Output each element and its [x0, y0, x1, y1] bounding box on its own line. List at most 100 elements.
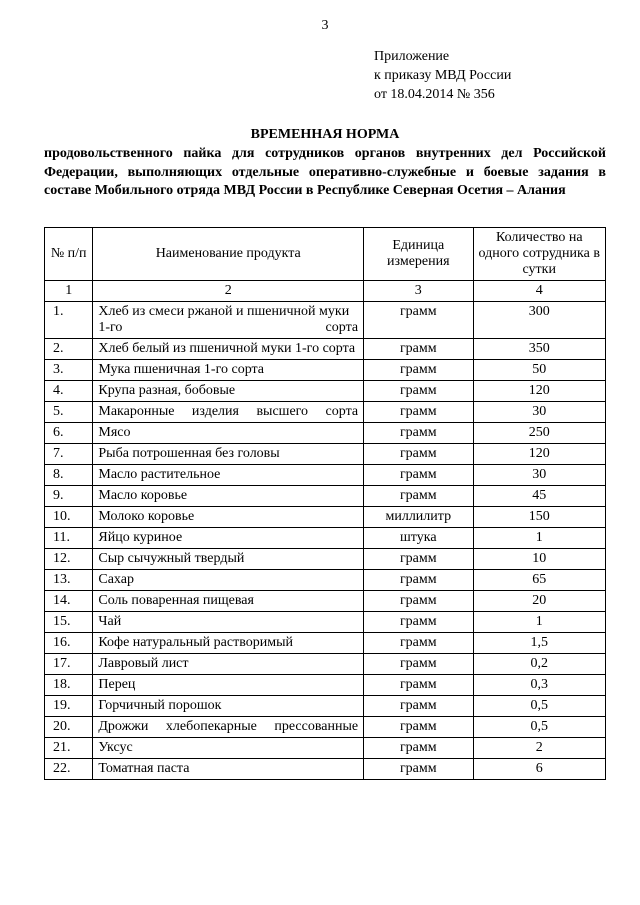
table-cell: Соль поваренная пищевая: [93, 591, 364, 612]
table-cell: Хлеб белый из пшеничной муки 1-го сорта: [93, 339, 364, 360]
table-row: 18.Перецграмм0,3: [45, 675, 606, 696]
table-cell: 20: [473, 591, 606, 612]
table-cell: Чай: [93, 612, 364, 633]
table-row: 6.Мясограмм250: [45, 423, 606, 444]
table-row: 4.Крупа разная, бобовыеграмм120: [45, 381, 606, 402]
table-row: 10.Молоко коровьемиллилитр150: [45, 507, 606, 528]
table-cell: грамм: [364, 591, 473, 612]
table-row: 2.Хлеб белый из пшеничной муки 1-го сорт…: [45, 339, 606, 360]
table-row: 20.Дрожжи хлебопекарные прессованныеграм…: [45, 717, 606, 738]
table-row: 16.Кофе натуральный растворимыйграмм1,5: [45, 633, 606, 654]
table-header-row: № п/п Наименование продукта Единица изме…: [45, 228, 606, 281]
col-header-qty: Количество на одного сотрудника в сутки: [473, 228, 606, 281]
table-body: 1.Хлеб из смеси ржаной и пшеничной муки …: [45, 302, 606, 780]
table-row: 19.Горчичный порошокграмм0,5: [45, 696, 606, 717]
table-row: 11.Яйцо куриноештука1: [45, 528, 606, 549]
col-header-unit: Единица измерения: [364, 228, 473, 281]
table-cell: 0,2: [473, 654, 606, 675]
table-cell: грамм: [364, 360, 473, 381]
table-row: 17.Лавровый листграмм0,2: [45, 654, 606, 675]
table-cell: Масло коровье: [93, 486, 364, 507]
table-cell: Дрожжи хлебопекарные прессованные: [93, 717, 364, 738]
table-cell: Кофе натуральный растворимый: [93, 633, 364, 654]
table-cell: 2.: [45, 339, 93, 360]
table-cell: грамм: [364, 570, 473, 591]
appendix-line: к приказу МВД России: [374, 67, 606, 86]
table-cell: 6.: [45, 423, 93, 444]
table-cell: 150: [473, 507, 606, 528]
table-cell: 4.: [45, 381, 93, 402]
table-row: 22.Томатная пастаграмм6: [45, 759, 606, 780]
table-cell: Горчичный порошок: [93, 696, 364, 717]
table-row: 3.Мука пшеничная 1-го сортаграмм50: [45, 360, 606, 381]
col-header-number: № п/п: [45, 228, 93, 281]
table-cell: 30: [473, 402, 606, 423]
table-cell: грамм: [364, 549, 473, 570]
table-cell: 1,5: [473, 633, 606, 654]
table-cell: грамм: [364, 675, 473, 696]
table-cell: 1: [473, 528, 606, 549]
appendix-line: Приложение: [374, 48, 606, 67]
table-cell: 1: [473, 612, 606, 633]
table-cell: Уксус: [93, 738, 364, 759]
table-cell: Молоко коровье: [93, 507, 364, 528]
appendix-line: от 18.04.2014 № 356: [374, 86, 606, 105]
table-cell: Сыр сычужный твердый: [93, 549, 364, 570]
table-cell: грамм: [364, 381, 473, 402]
table-row: 9.Масло коровьеграмм45: [45, 486, 606, 507]
col-num: 2: [93, 281, 364, 302]
table-cell: Мука пшеничная 1-го сорта: [93, 360, 364, 381]
page-number: 3: [44, 18, 606, 34]
table-cell: грамм: [364, 612, 473, 633]
table-cell: 2: [473, 738, 606, 759]
table-cell: Лавровый лист: [93, 654, 364, 675]
table-row: 5.Макаронные изделия высшего сортаграмм3…: [45, 402, 606, 423]
table-cell: Яйцо куриное: [93, 528, 364, 549]
table-cell: 3.: [45, 360, 93, 381]
table-row: 15.Чайграмм1: [45, 612, 606, 633]
table-cell: 50: [473, 360, 606, 381]
table-header-numrow: 1 2 3 4: [45, 281, 606, 302]
table-cell: 65: [473, 570, 606, 591]
table-cell: 10: [473, 549, 606, 570]
table-cell: 14.: [45, 591, 93, 612]
table-cell: грамм: [364, 302, 473, 339]
table-cell: 0,5: [473, 696, 606, 717]
table-cell: грамм: [364, 444, 473, 465]
table-cell: 350: [473, 339, 606, 360]
table-cell: грамм: [364, 633, 473, 654]
table-cell: 120: [473, 381, 606, 402]
table-row: 7.Рыба потрошенная без головыграмм120: [45, 444, 606, 465]
table-cell: Томатная паста: [93, 759, 364, 780]
table-cell: 10.: [45, 507, 93, 528]
table-cell: 12.: [45, 549, 93, 570]
table-cell: 18.: [45, 675, 93, 696]
table-cell: грамм: [364, 423, 473, 444]
table-cell: 300: [473, 302, 606, 339]
table-row: 14.Соль поваренная пищеваяграмм20: [45, 591, 606, 612]
table-cell: грамм: [364, 696, 473, 717]
table-cell: Мясо: [93, 423, 364, 444]
col-num: 4: [473, 281, 606, 302]
table-cell: 8.: [45, 465, 93, 486]
table-cell: 9.: [45, 486, 93, 507]
table-cell: 20.: [45, 717, 93, 738]
table-cell: Масло растительное: [93, 465, 364, 486]
table-cell: 45: [473, 486, 606, 507]
table-cell: грамм: [364, 759, 473, 780]
col-header-name: Наименование продукта: [93, 228, 364, 281]
table-cell: 22.: [45, 759, 93, 780]
table-cell: грамм: [364, 486, 473, 507]
table-cell: 120: [473, 444, 606, 465]
table-row: 21.Уксусграмм2: [45, 738, 606, 759]
table-cell: 15.: [45, 612, 93, 633]
table-row: 1.Хлеб из смеси ржаной и пшеничной муки …: [45, 302, 606, 339]
table-cell: грамм: [364, 717, 473, 738]
table-cell: грамм: [364, 465, 473, 486]
table-cell: 13.: [45, 570, 93, 591]
table-cell: 11.: [45, 528, 93, 549]
table-cell: 0,5: [473, 717, 606, 738]
table-cell: 6: [473, 759, 606, 780]
table-cell: 7.: [45, 444, 93, 465]
table-cell: 1.: [45, 302, 93, 339]
